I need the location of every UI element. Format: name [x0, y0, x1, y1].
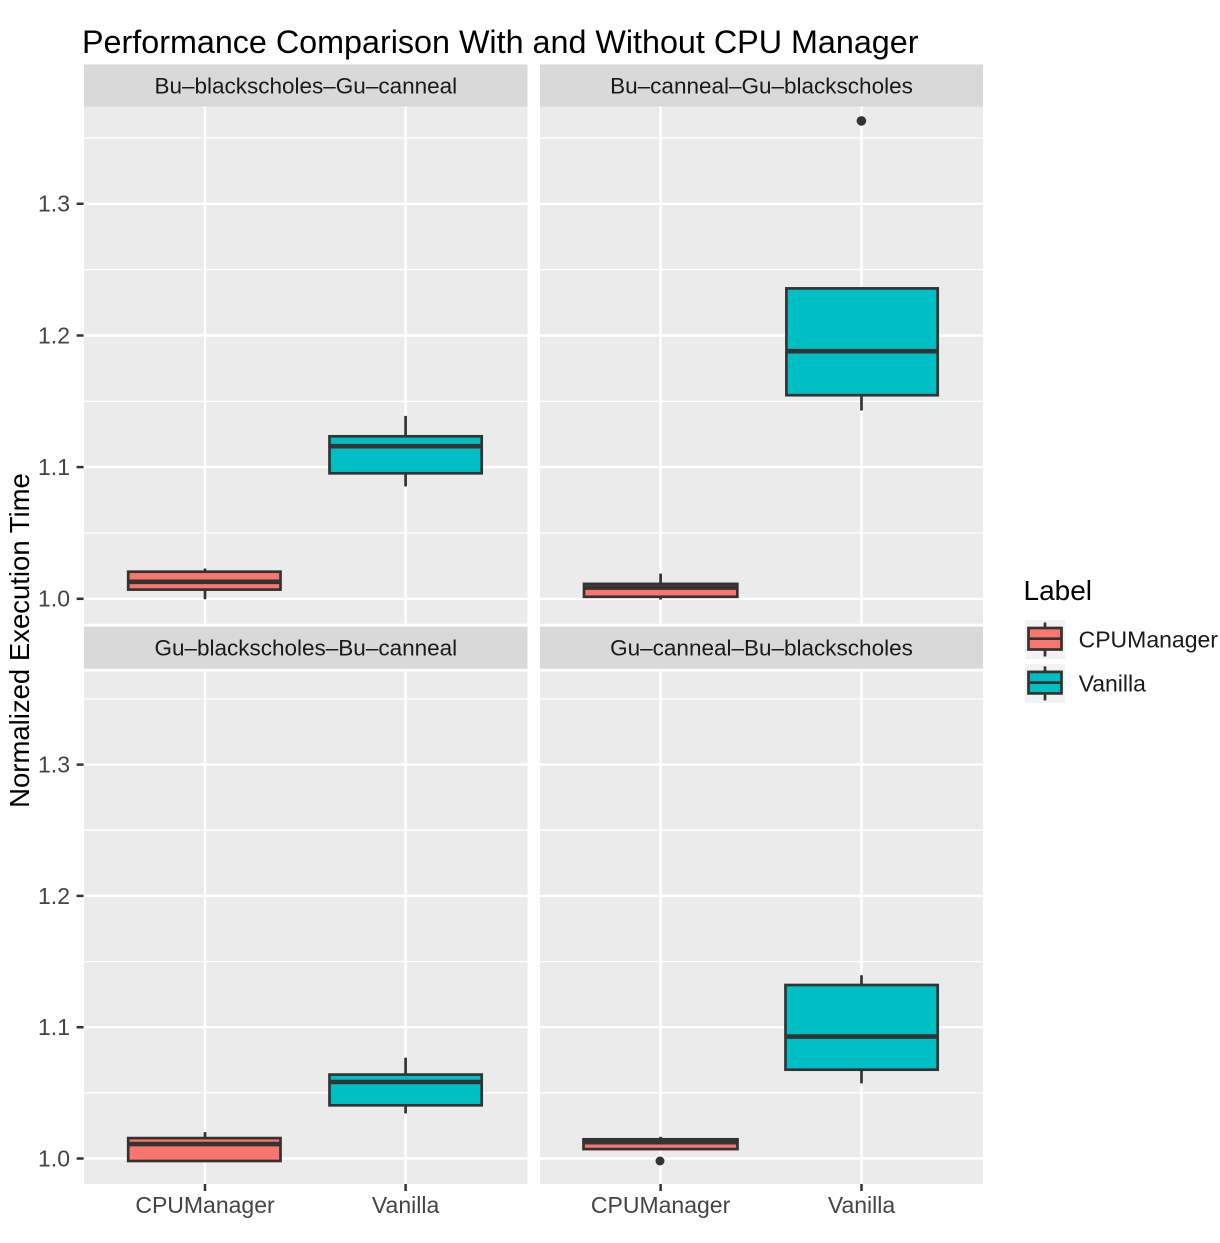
svg-text:Label: Label	[1024, 575, 1093, 606]
svg-text:1.2: 1.2	[38, 883, 70, 909]
svg-text:1.0: 1.0	[38, 1145, 70, 1171]
svg-text:Performance Comparison With an: Performance Comparison With and Without …	[82, 24, 919, 60]
svg-text:Vanilla: Vanilla	[1079, 670, 1147, 696]
svg-text:1.3: 1.3	[38, 752, 70, 778]
svg-text:Normalized Execution Time: Normalized Execution Time	[4, 473, 35, 808]
svg-text:CPUManager: CPUManager	[1079, 626, 1219, 652]
svg-text:Vanilla: Vanilla	[828, 1192, 896, 1218]
svg-text:1.1: 1.1	[38, 1014, 70, 1040]
svg-text:CPUManager: CPUManager	[591, 1192, 731, 1218]
svg-text:1.3: 1.3	[38, 191, 70, 217]
svg-text:Bu–blackscholes–Gu–canneal: Bu–blackscholes–Gu–canneal	[154, 73, 457, 98]
svg-text:Bu–canneal–Gu–blackscholes: Bu–canneal–Gu–blackscholes	[610, 73, 913, 98]
svg-text:1.2: 1.2	[38, 322, 70, 348]
svg-text:Gu–canneal–Bu–blackscholes: Gu–canneal–Bu–blackscholes	[610, 636, 913, 661]
svg-text:Gu–blackscholes–Bu–canneal: Gu–blackscholes–Bu–canneal	[154, 636, 457, 661]
svg-text:1.1: 1.1	[38, 454, 70, 480]
svg-text:1.0: 1.0	[38, 586, 70, 612]
svg-text:CPUManager: CPUManager	[135, 1192, 275, 1218]
svg-text:Vanilla: Vanilla	[372, 1192, 440, 1218]
